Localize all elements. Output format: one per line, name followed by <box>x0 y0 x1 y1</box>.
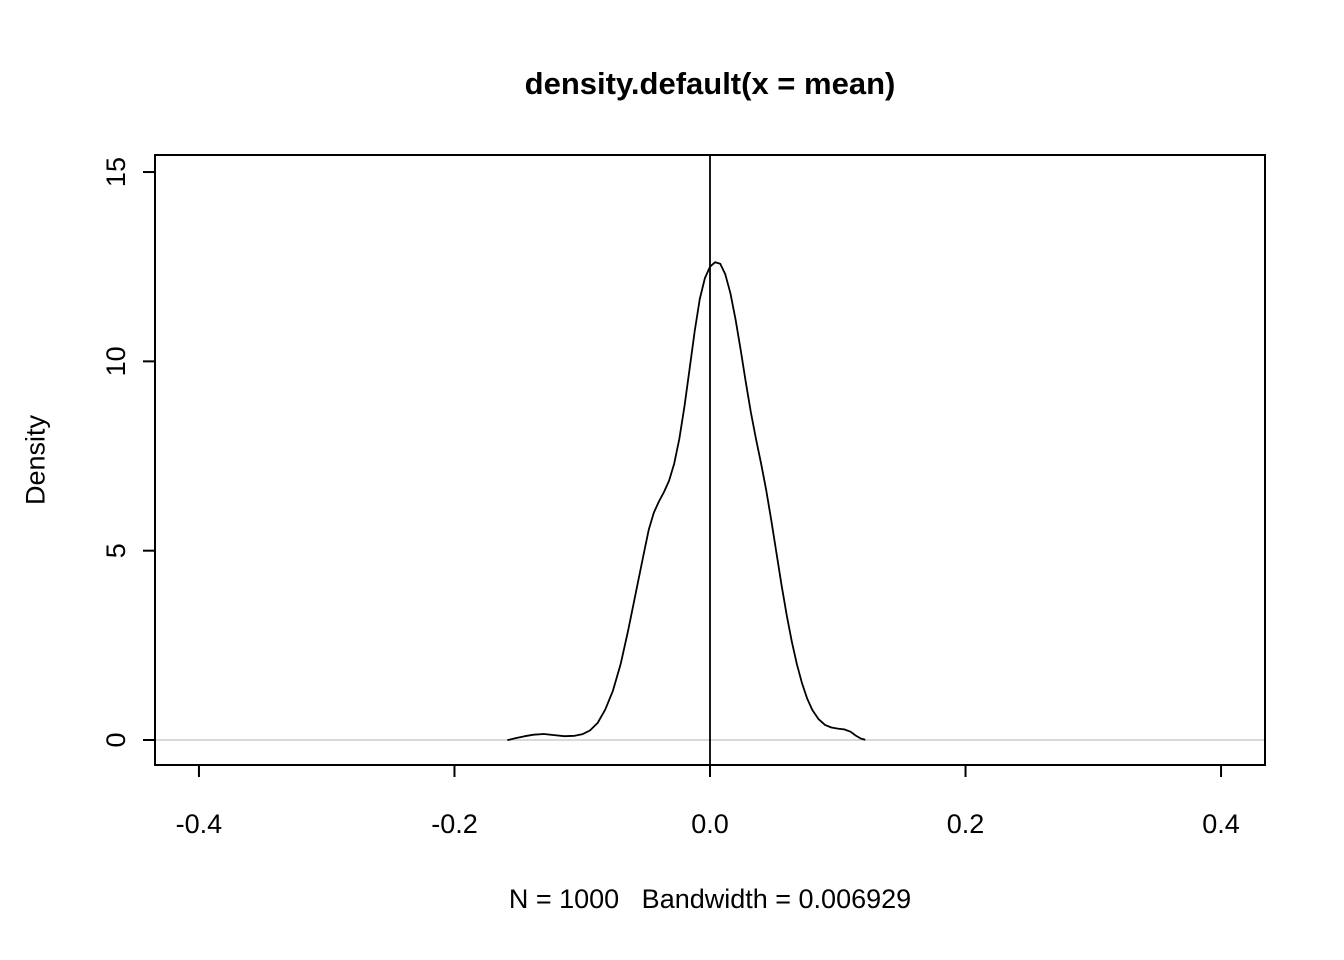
y-tick-label: 5 <box>101 543 131 558</box>
x-tick-label: -0.2 <box>431 809 478 839</box>
x-axis-title: N = 1000 Bandwidth = 0.006929 <box>508 884 912 914</box>
x-tick-label: 0.0 <box>691 809 729 839</box>
density-curve <box>507 261 866 741</box>
x-tick-label: 0.4 <box>1202 809 1240 839</box>
plot-title: density.default(x = mean) <box>524 66 896 101</box>
y-tick-label: 15 <box>101 157 131 187</box>
y-tick-label: 10 <box>101 346 131 376</box>
y-axis-title: Density <box>20 414 51 506</box>
y-tick-label: 0 <box>101 732 131 747</box>
x-tick-label: -0.4 <box>176 809 223 839</box>
x-tick-label: 0.2 <box>947 809 985 839</box>
